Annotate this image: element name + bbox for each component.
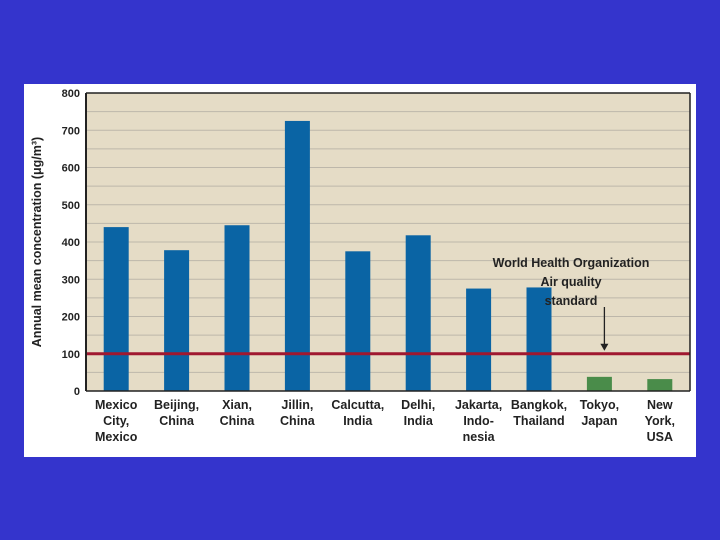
category-label: York,	[645, 414, 675, 428]
chart-figure: 0 100 200 300 400 500 600 700 800 Mexico City, Mex…	[24, 84, 696, 457]
category-label: China	[280, 414, 316, 428]
category-label: China	[159, 414, 195, 428]
y-axis-label: Annual mean concentration (μg/m³)	[30, 137, 44, 347]
category-label: India	[343, 414, 373, 428]
bar	[647, 379, 673, 391]
category-label: Tokyo,	[580, 398, 619, 412]
category-label: Japan	[581, 414, 617, 428]
bar	[345, 251, 371, 391]
bar	[586, 376, 612, 391]
category-label: Bangkok,	[511, 398, 567, 412]
bar	[103, 227, 129, 391]
bar	[466, 288, 492, 391]
category-label: China	[220, 414, 256, 428]
y-tick-labels: 0 100 200 300 400 500 600 700 800	[62, 88, 80, 398]
y-tick-label: 700	[62, 125, 80, 137]
bars	[103, 120, 673, 391]
y-tick-label: 500	[62, 200, 80, 212]
x-category-labels: Mexico City, Mexico Beijing, China Xian, China…	[95, 398, 675, 444]
category-label: Xian,	[222, 398, 252, 412]
bar	[224, 225, 250, 391]
category-label: Mexico	[95, 430, 138, 444]
annotation-text: World Health Organization	[493, 256, 650, 270]
y-tick-label: 600	[62, 163, 80, 175]
annotation-text: Air quality	[540, 275, 601, 289]
category-label: Jakarta,	[455, 398, 502, 412]
bar	[526, 287, 552, 391]
bar	[164, 250, 190, 391]
category-label: Beijing,	[154, 398, 199, 412]
arrow-head-icon	[600, 343, 609, 351]
y-tick-label: 800	[62, 88, 80, 100]
annotation-text: standard	[545, 294, 598, 308]
category-label: Indo-	[463, 414, 494, 428]
y-tick-label: 200	[62, 312, 80, 324]
category-label: nesia	[463, 430, 496, 444]
category-label: Calcutta,	[331, 398, 384, 412]
category-label: Jillin,	[281, 398, 313, 412]
category-label: New	[647, 398, 673, 412]
who-annotation: World Health Organization Air quality stan…	[493, 256, 650, 351]
category-label: Delhi,	[401, 398, 435, 412]
bar	[284, 120, 310, 391]
category-label: USA	[647, 430, 673, 444]
bar	[405, 235, 431, 391]
y-tick-label: 100	[62, 349, 80, 361]
category-label: City,	[103, 414, 129, 428]
category-label: India	[404, 414, 434, 428]
axes	[85, 92, 691, 392]
category-label: Mexico	[95, 398, 138, 412]
y-tick-label: 400	[62, 237, 80, 249]
category-label: Thailand	[513, 414, 564, 428]
y-tick-label: 300	[62, 274, 80, 286]
y-tick-label: 0	[74, 386, 80, 398]
